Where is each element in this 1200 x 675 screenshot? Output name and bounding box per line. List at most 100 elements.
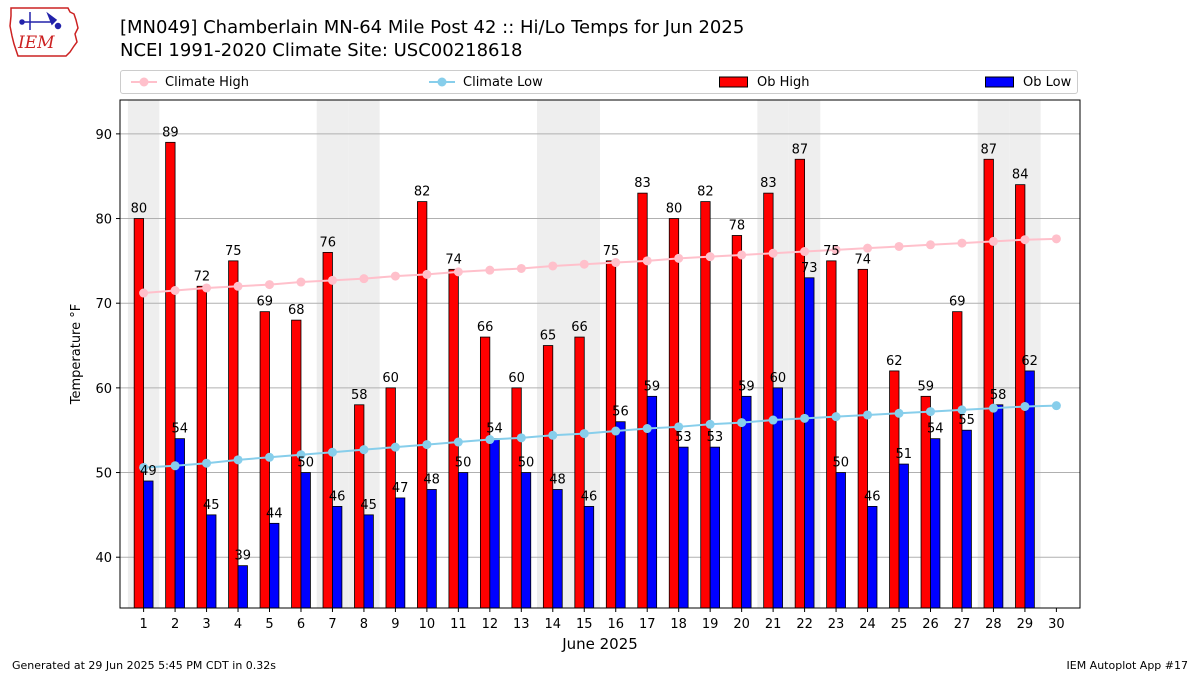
ob-high-data-label: 72: [194, 269, 211, 284]
ob-low-data-label: 54: [927, 422, 944, 437]
ob-low-data-label: 46: [329, 489, 346, 504]
climate-high-line: [143, 237, 1057, 295]
ob-high-data-label: 69: [949, 295, 966, 310]
climate-low-point: [485, 435, 495, 445]
chart-title: [MN049] Chamberlain MN-64 Mile Post 42 :…: [120, 17, 745, 38]
legend-item-ob-low: Ob Low: [985, 71, 1071, 93]
ob-high-bar: [479, 336, 491, 609]
ob-high-data-label: 87: [792, 142, 809, 157]
ob-low-data-label: 51: [895, 447, 912, 462]
ob-low-data-label: 54: [172, 422, 189, 437]
ob-low-data-label: 50: [297, 456, 314, 471]
ob-low-data-label: 48: [549, 472, 566, 487]
ob-low-data-label: 53: [675, 430, 692, 445]
ob-low-data-label: 50: [518, 456, 535, 471]
ob-high-bar: [952, 311, 963, 609]
x-tick-label: 4: [234, 617, 242, 632]
climate-low-point: [957, 405, 967, 415]
ob-high-data-label: 66: [571, 320, 588, 335]
ob-low-bar: [269, 522, 280, 609]
climate-low-point: [1020, 401, 1030, 411]
x-tick-label: 12: [482, 617, 499, 632]
climate-low-point: [737, 418, 747, 428]
ob-low-data-label: 53: [707, 430, 724, 445]
ob-high-data-label: 66: [477, 320, 494, 335]
ob-high-data-label: 60: [382, 371, 399, 386]
ob-low-data-label: 50: [455, 456, 472, 471]
climate-high-point: [611, 258, 621, 268]
climate-low-point: [768, 415, 778, 425]
climate-high-point: [800, 247, 810, 257]
ob-high-bar: [826, 260, 837, 609]
ob-low-data-label: 46: [864, 489, 881, 504]
ob-low-bar: [143, 480, 154, 609]
weather-station-icon: [19, 11, 62, 30]
ob-low-bar: [363, 514, 374, 609]
legend-patch-icon: [985, 76, 1014, 88]
ob-high-data-label: 89: [162, 125, 179, 140]
y-tick-label: 60: [95, 382, 112, 397]
climate-high-point: [139, 288, 149, 298]
ob-low-data-label: 59: [738, 379, 755, 394]
iem-logo: IEM: [9, 7, 79, 57]
climate-low-point: [642, 424, 652, 434]
footer-generated: Generated at 29 Jun 2025 5:45 PM CDT in …: [12, 659, 277, 672]
climate-high-point: [422, 269, 432, 279]
ob-low-bar: [615, 421, 626, 609]
ob-high-bar: [983, 158, 994, 609]
climate-low-point: [831, 412, 841, 422]
footer-app: IEM Autoplot App #17: [1066, 659, 1189, 672]
ob-low-bar: [395, 497, 406, 609]
legend-label: Climate High: [165, 74, 250, 90]
ob-high-data-label: 75: [823, 244, 840, 259]
climate-high-point: [485, 265, 495, 275]
y-tick-label: 80: [95, 213, 112, 228]
y-tick-label: 70: [95, 297, 112, 312]
climate-low-point: [139, 462, 149, 472]
x-tick-label: 25: [891, 617, 908, 632]
ob-low-bar: [898, 463, 909, 609]
climate-low-point: [265, 452, 275, 462]
ob-high-data-label: 75: [603, 244, 620, 259]
ob-low-bar: [678, 446, 689, 609]
climate-high-point: [705, 252, 715, 262]
ob-high-bar: [889, 370, 900, 609]
climate-high-point: [988, 236, 998, 246]
ob-high-data-label: 58: [351, 388, 368, 403]
ob-low-data-label: 45: [360, 498, 377, 513]
ob-high-data-label: 78: [729, 218, 746, 233]
climate-high-point: [674, 253, 684, 263]
x-tick-label: 14: [545, 617, 562, 632]
ob-low-data-label: 55: [958, 413, 975, 428]
climate-low-point: [1051, 401, 1061, 411]
climate-high-point: [453, 267, 463, 277]
x-tick-label: 22: [796, 617, 813, 632]
ob-high-data-label: 68: [288, 303, 305, 318]
ob-low-bar: [332, 505, 343, 609]
x-tick-label: 6: [297, 617, 305, 632]
x-tick-label: 20: [733, 617, 750, 632]
ob-high-bar: [857, 268, 868, 609]
ob-high-data-label: 60: [508, 371, 525, 386]
ob-low-bar: [930, 438, 941, 609]
ob-high-data-label: 62: [886, 354, 903, 369]
ob-low-bar: [237, 565, 248, 609]
climate-low-point: [170, 461, 180, 471]
climate-low-point: [894, 408, 904, 418]
climate-high-point: [548, 261, 558, 271]
legend-line-marker-icon: [429, 77, 455, 87]
ob-high-bar: [511, 387, 522, 609]
climate-low-point: [233, 455, 243, 465]
x-tick-label: 5: [265, 617, 273, 632]
ob-high-data-label: 80: [666, 202, 683, 217]
x-tick-label: 29: [1017, 617, 1034, 632]
x-tick-label: 24: [859, 617, 876, 632]
ob-high-data-label: 74: [445, 252, 462, 267]
climate-low-line: [143, 404, 1057, 469]
y-tick-label: 90: [95, 128, 112, 143]
legend-patch-icon: [719, 76, 748, 88]
ob-high-data-label: 75: [225, 244, 242, 259]
climate-low-point: [453, 437, 463, 447]
climate-high-point: [516, 263, 526, 273]
climate-high-point: [957, 238, 967, 248]
